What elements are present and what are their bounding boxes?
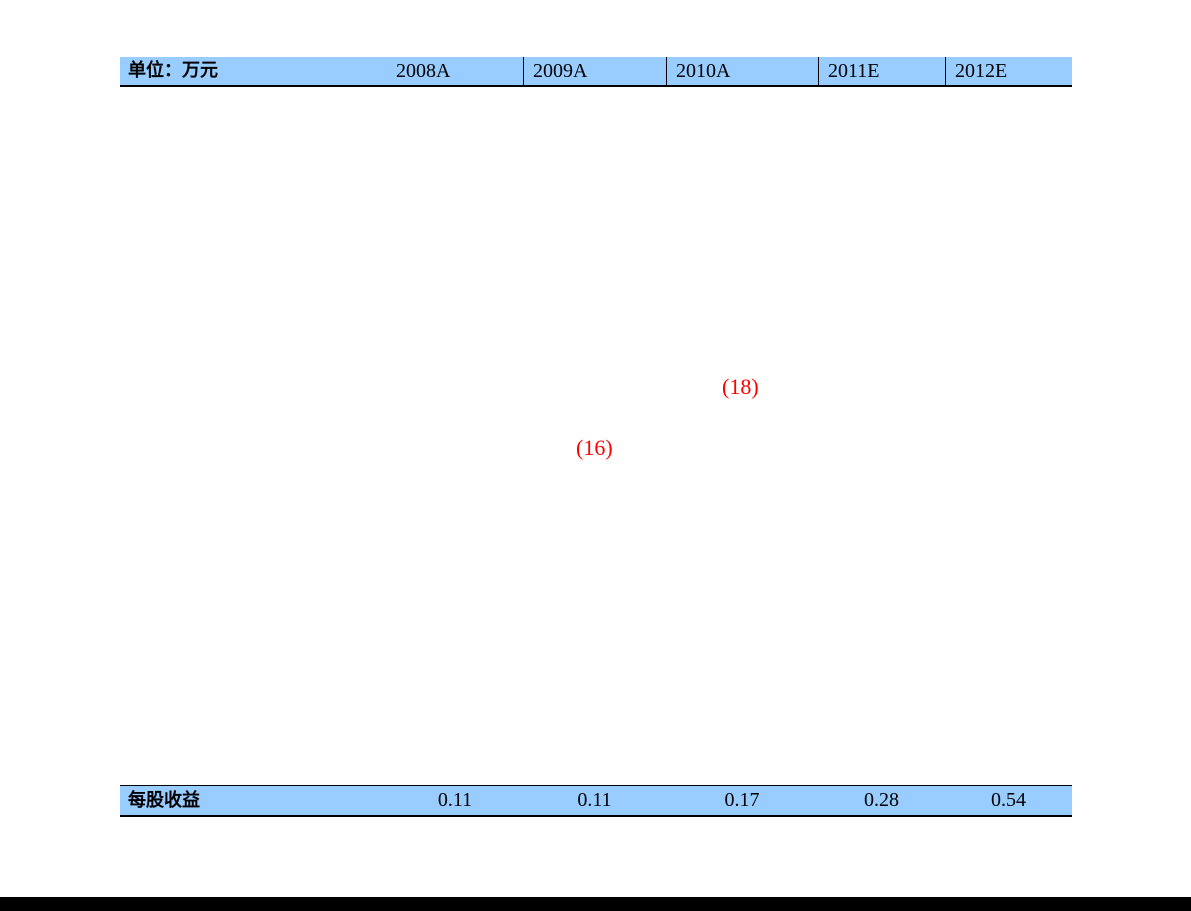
- negative-value-2009a: (16): [576, 435, 613, 460]
- eps-value-2012e: 0.54: [991, 789, 1026, 811]
- eps-value-2011e: 0.28: [864, 789, 899, 811]
- eps-row-label: 每股收益: [128, 790, 200, 811]
- page-bottom-bar: [0, 897, 1191, 911]
- eps-value-2008a: 0.11: [437, 789, 473, 811]
- unit-label: 单位：万元: [128, 60, 218, 81]
- eps-value-2010a: 0.17: [724, 789, 760, 811]
- column-header-2011e: 2011E: [818, 57, 945, 85]
- negative-value-2010a: (18): [722, 374, 759, 399]
- column-header-2008a: 2008A: [396, 60, 451, 82]
- table-header-row: 单位：万元 2008A 2009A 2010A 2011E 2012E: [120, 57, 1072, 87]
- eps-row: 每股收益 0.11 0.11 0.17 0.28 0.54: [120, 785, 1072, 817]
- column-header-2010a: 2010A: [666, 57, 818, 85]
- column-header-2012e: 2012E: [945, 57, 1072, 85]
- eps-value-2009a: 0.11: [577, 789, 612, 811]
- column-header-2009a: 2009A: [523, 57, 666, 85]
